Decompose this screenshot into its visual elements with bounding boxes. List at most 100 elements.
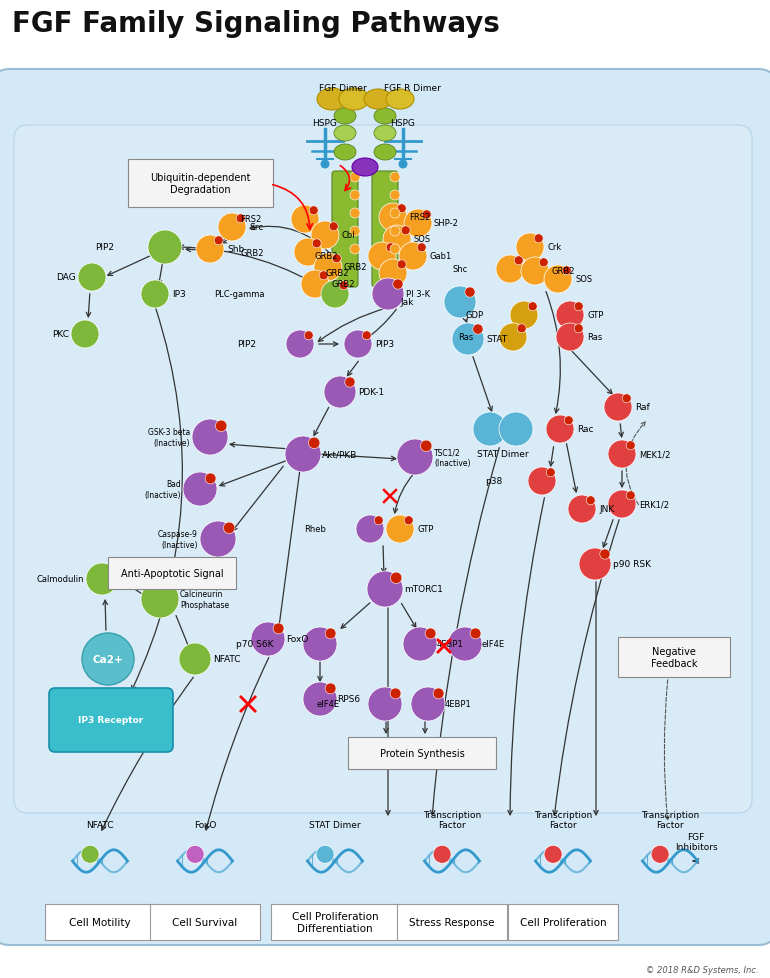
Circle shape <box>324 377 356 409</box>
Circle shape <box>192 420 228 456</box>
FancyBboxPatch shape <box>348 737 496 770</box>
Circle shape <box>622 394 631 403</box>
Text: PIP3: PIP3 <box>375 340 394 349</box>
Circle shape <box>608 491 636 518</box>
Text: DAG: DAG <box>56 273 76 283</box>
Text: p90 RSK: p90 RSK <box>613 560 651 569</box>
FancyBboxPatch shape <box>618 638 730 678</box>
Text: eIF4E: eIF4E <box>317 700 340 709</box>
Circle shape <box>368 243 396 271</box>
Text: Ras: Ras <box>587 333 602 342</box>
Circle shape <box>200 521 236 557</box>
Ellipse shape <box>386 90 414 110</box>
Circle shape <box>546 468 555 477</box>
Text: FGF Dimer: FGF Dimer <box>319 84 367 93</box>
Circle shape <box>223 522 235 534</box>
Text: GDP: GDP <box>466 311 484 320</box>
Circle shape <box>600 550 610 559</box>
Text: Caspase-9
(Inactive): Caspase-9 (Inactive) <box>158 530 198 549</box>
Circle shape <box>350 244 360 254</box>
Circle shape <box>544 845 562 864</box>
Ellipse shape <box>334 126 356 142</box>
Text: Cell Proliferation: Cell Proliferation <box>520 917 606 927</box>
Circle shape <box>344 331 372 359</box>
Circle shape <box>390 689 401 699</box>
Text: ERK1/2: ERK1/2 <box>639 500 669 509</box>
Text: p38: p38 <box>485 477 502 486</box>
Text: Shb: Shb <box>227 245 244 254</box>
Circle shape <box>340 282 348 290</box>
Circle shape <box>71 321 99 348</box>
Text: FoxO: FoxO <box>286 635 308 644</box>
Circle shape <box>626 491 635 501</box>
Circle shape <box>556 301 584 330</box>
Text: Rheb: Rheb <box>304 525 326 534</box>
Text: PDK-1: PDK-1 <box>358 388 384 397</box>
Text: GTP: GTP <box>587 311 604 320</box>
Text: 4EBP1: 4EBP1 <box>445 700 472 709</box>
Circle shape <box>285 436 321 472</box>
Circle shape <box>608 440 636 468</box>
Text: 4EBP1: 4EBP1 <box>437 640 464 648</box>
Text: PIP2: PIP2 <box>237 340 256 349</box>
Text: PI 3-K: PI 3-K <box>406 290 430 299</box>
Circle shape <box>470 629 481 640</box>
Circle shape <box>379 203 407 232</box>
Text: SOS: SOS <box>413 236 430 244</box>
Circle shape <box>579 549 611 580</box>
Text: HSPG: HSPG <box>313 119 337 128</box>
Circle shape <box>390 572 402 584</box>
Text: Jak: Jak <box>400 298 414 307</box>
Circle shape <box>386 515 414 544</box>
Circle shape <box>294 239 322 267</box>
Text: Negative
Feedback: Negative Feedback <box>651 646 698 668</box>
Circle shape <box>393 280 403 289</box>
Text: NFATC: NFATC <box>213 655 240 664</box>
FancyBboxPatch shape <box>150 904 260 940</box>
Text: FoxO: FoxO <box>194 821 216 829</box>
Text: JNK: JNK <box>599 505 614 514</box>
Circle shape <box>196 236 224 264</box>
Circle shape <box>401 227 410 236</box>
Text: Calcineurin
Phosphatase: Calcineurin Phosphatase <box>180 590 229 609</box>
Text: TSC1/2
(Inactive): TSC1/2 (Inactive) <box>434 448 470 467</box>
Circle shape <box>417 244 426 252</box>
Circle shape <box>81 845 99 864</box>
FancyBboxPatch shape <box>508 904 618 940</box>
FancyBboxPatch shape <box>14 126 752 813</box>
Text: GRB2: GRB2 <box>331 281 354 289</box>
Circle shape <box>422 210 431 220</box>
Circle shape <box>433 845 451 864</box>
Circle shape <box>310 206 318 215</box>
Circle shape <box>86 563 118 596</box>
Circle shape <box>330 223 338 232</box>
Text: GRB2: GRB2 <box>314 252 338 261</box>
Circle shape <box>214 237 223 245</box>
Text: Cbl: Cbl <box>341 231 355 241</box>
Circle shape <box>383 226 411 253</box>
Text: Bad
(Inactive): Bad (Inactive) <box>145 480 181 499</box>
Ellipse shape <box>317 89 347 111</box>
Circle shape <box>465 288 475 298</box>
Text: mTORC1: mTORC1 <box>404 585 443 594</box>
Circle shape <box>433 689 444 699</box>
Circle shape <box>332 254 341 263</box>
Text: FGF Family Signaling Pathways: FGF Family Signaling Pathways <box>12 10 500 38</box>
Circle shape <box>390 208 400 219</box>
Circle shape <box>390 173 400 183</box>
Circle shape <box>183 472 217 507</box>
Circle shape <box>651 845 669 864</box>
Circle shape <box>303 627 337 661</box>
Text: Ras: Ras <box>457 333 473 342</box>
Ellipse shape <box>364 90 392 110</box>
Text: Src: Src <box>249 223 263 232</box>
Circle shape <box>321 160 329 169</box>
Circle shape <box>397 260 406 270</box>
Circle shape <box>303 683 337 716</box>
Text: GRB2: GRB2 <box>326 269 349 278</box>
Circle shape <box>311 222 339 249</box>
Circle shape <box>251 622 285 656</box>
Circle shape <box>397 439 433 475</box>
FancyBboxPatch shape <box>271 904 399 940</box>
Text: Transcription
Factor: Transcription Factor <box>534 810 592 829</box>
